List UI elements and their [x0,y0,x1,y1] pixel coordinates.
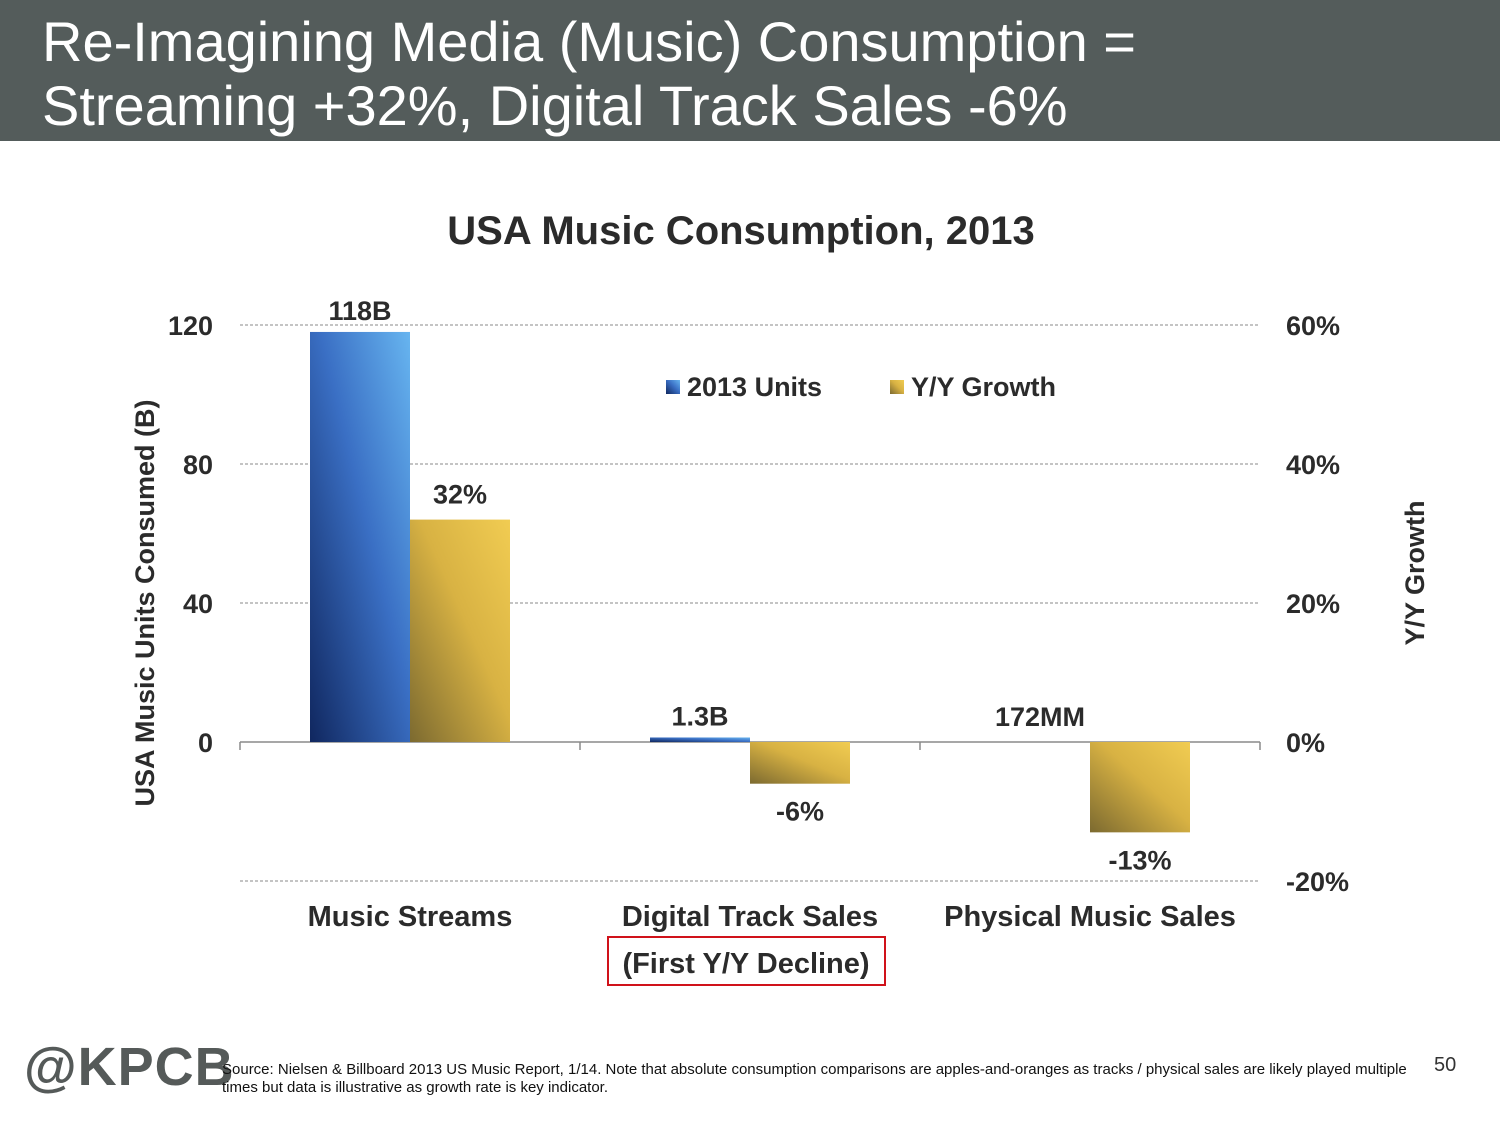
slide-title-line-1: Re-Imagining Media (Music) Consumption = [42,10,1136,73]
slide-title-line-2: Streaming +32%, Digital Track Sales -6% [42,74,1068,137]
data-label-growth: 32% [433,480,487,510]
decline-highlight-box [607,936,886,986]
x-tick-label: Digital Track Sales [622,901,878,933]
y-tick-label-left: 40 [183,589,213,619]
bar-growth-2 [750,742,850,784]
data-label-growth: -6% [776,797,824,827]
legend-swatch-growth [890,380,904,394]
y-tick-label-right: 0% [1286,728,1325,758]
y-tick-label-left: 0 [198,728,213,758]
y-tick-label-right: 40% [1286,450,1340,480]
y-tick-label-right: -20% [1286,867,1349,897]
legend-label-growth: Y/Y Growth [911,372,1056,402]
bar-units-2 [650,737,750,742]
data-label-units: 1.3B [671,701,728,731]
kpcb-logo: @KPCB [24,1037,235,1097]
x-tick-label: Music Streams [308,901,513,933]
source-note: Source: Nielsen & Billboard 2013 US Musi… [222,1061,1407,1096]
chart: USA Music Consumption, 2013 120 80 40 0 60% 40… [130,209,1430,980]
data-label-growth: -13% [1108,845,1171,875]
y-axis-title-left: USA Music Units Consumed (B) [130,399,160,806]
bar-growth-3 [1090,742,1190,833]
bar-units-1 [310,331,410,742]
title-bar: Re-Imagining Media (Music) Consumption =… [0,0,1500,141]
legend-label-units: 2013 Units [687,372,822,402]
bar-growth-1 [410,519,510,742]
y-tick-label-right: 20% [1286,589,1340,619]
y-tick-label-right: 60% [1286,311,1340,341]
data-label-units: 118B [328,296,391,326]
y-axis-title-right: Y/Y Growth [1400,500,1430,645]
y-tick-label-left: 120 [168,311,213,341]
x-tick-label: Physical Music Sales [944,901,1236,933]
data-label-units: 172MM [995,702,1085,732]
chart-title: USA Music Consumption, 2013 [447,209,1035,253]
legend-swatch-units [666,380,680,394]
y-tick-label-left: 80 [183,450,213,480]
category-note: (First Y/Y Decline) [622,948,869,980]
page-number: 50 [1434,1054,1457,1076]
